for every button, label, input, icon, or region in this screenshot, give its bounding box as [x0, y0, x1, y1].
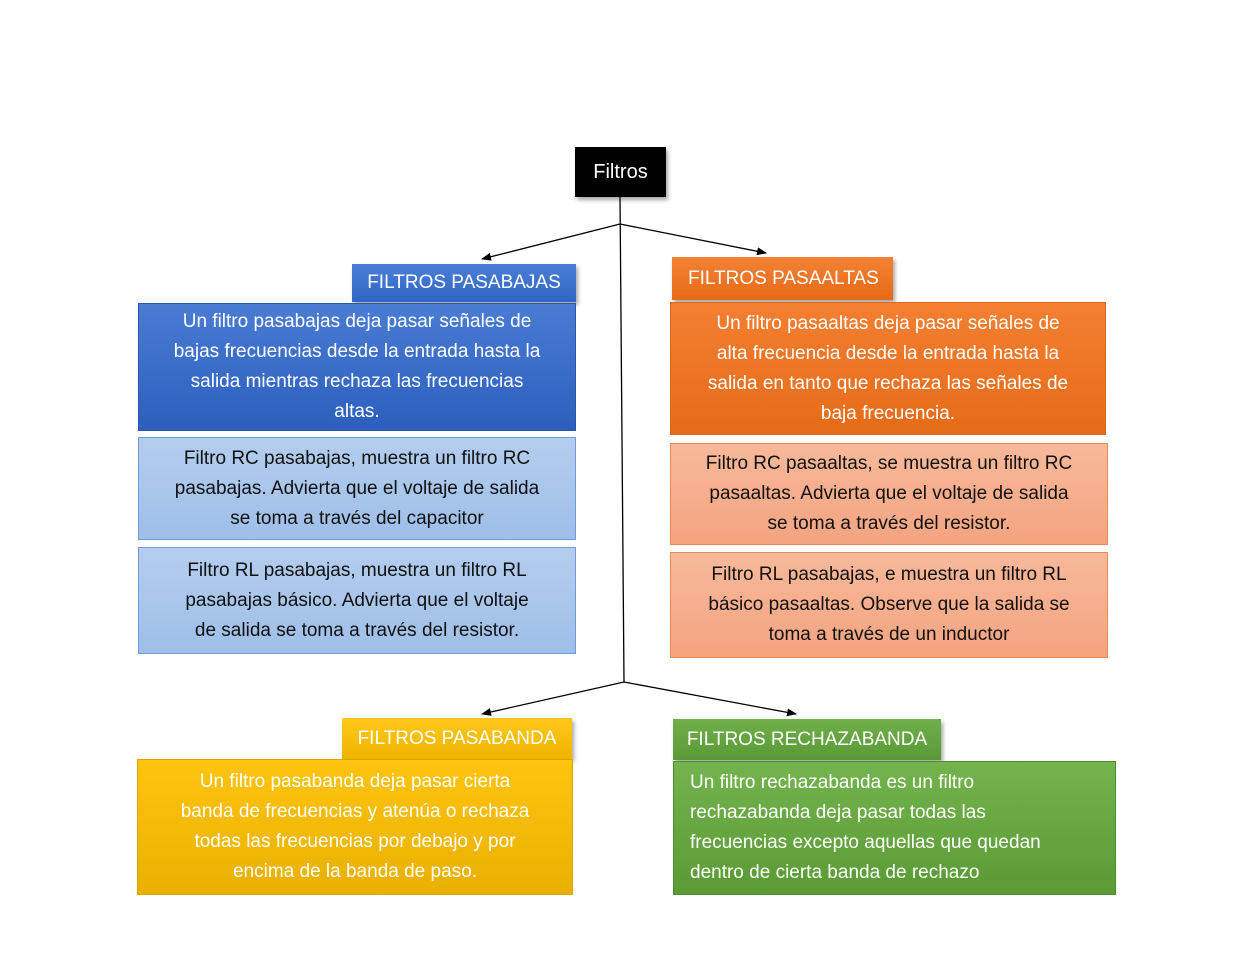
arrow-to-pasaaltas — [619, 223, 767, 256]
header-filtros-rechazabanda: FILTROS RECHAZABANDA — [673, 719, 941, 760]
header-filtros-pasaaltas: FILTROS PASAALTAS — [672, 257, 893, 300]
description-pasaaltas: Un filtro pasaaltas deja pasar señales d… — [670, 302, 1106, 435]
trunk-line — [619, 196, 625, 683]
description-rechazabanda: Un filtro rechazabanda es un filtro rech… — [673, 761, 1116, 895]
description-pasabajas: Un filtro pasabajas deja pasar señales d… — [138, 303, 576, 431]
description-pasabanda: Un filtro pasabanda deja pasar cierta ba… — [137, 759, 573, 895]
header-filtros-pasabajas: FILTROS PASABAJAS — [352, 264, 576, 302]
rl-pasabajas-box: Filtro RL pasabajas, muestra un filtro R… — [138, 547, 576, 654]
root-node-filtros: Filtros — [575, 147, 666, 197]
arrow-to-pasabajas — [481, 223, 621, 261]
arrow-to-rechazabanda — [623, 681, 797, 717]
rc-pasaaltas-box: Filtro RC pasaaltas, se muestra un filtr… — [670, 443, 1108, 545]
header-filtros-pasabanda: FILTROS PASABANDA — [342, 718, 572, 759]
rc-pasabajas-box: Filtro RC pasabajas, muestra un filtro R… — [138, 437, 576, 540]
arrow-to-pasabanda — [481, 681, 625, 716]
rl-pasaaltas-box: Filtro RL pasabajas, e muestra un filtro… — [670, 552, 1108, 658]
